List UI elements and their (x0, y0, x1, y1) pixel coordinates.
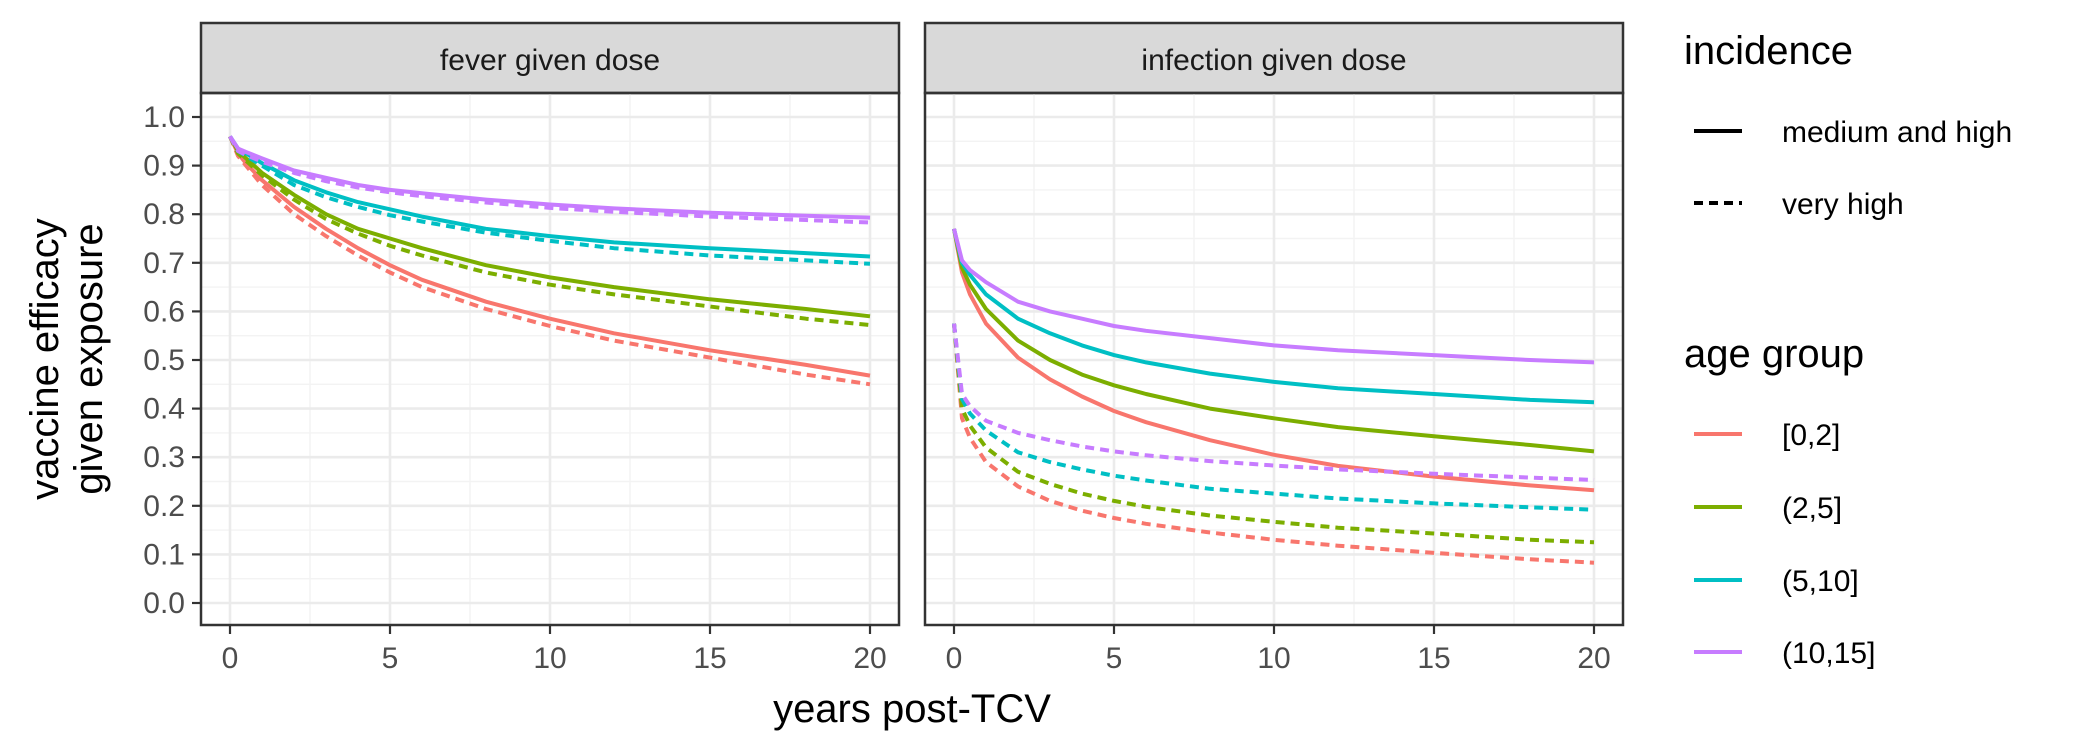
legend-title-age-group: age group (1684, 332, 1864, 376)
y-tick-label: 0.2 (143, 490, 185, 523)
gridlines (925, 93, 1623, 625)
series-line-age-5-10-very-high (952, 323, 1595, 512)
series-line-age-10-15-very-high (228, 135, 871, 225)
series-line-age-0-2-medium-and-high (228, 135, 871, 378)
series-line-age-5-10-medium-and-high (952, 228, 1595, 405)
series-line-age-0-2-very-high (228, 135, 871, 387)
x-axis: 0 5 10 15 20 (222, 625, 887, 675)
x-tick-label: 0 (222, 642, 239, 675)
x-tick-label: 10 (1257, 642, 1290, 675)
x-axis: 0 5 10 15 20 (946, 625, 1611, 675)
y-axis: 0.0 0.1 0.2 0.3 0.4 0.5 0.6 0.7 0.8 0.9 1.0 (143, 101, 201, 620)
y-tick-label: 0.7 (143, 247, 185, 280)
facet-strip-label: fever given dose (440, 44, 660, 77)
series-line-age-0-2-very-high (952, 323, 1595, 565)
y-tick-label: 0.1 (143, 538, 185, 571)
y-tick-label: 0.0 (143, 587, 185, 620)
legend-label-age-0-2: [0,2] (1782, 419, 1840, 452)
facet-strip-background (199, 21, 901, 95)
y-axis-title-line-1: vaccine efficacy (23, 218, 67, 500)
y-tick-label: 0.3 (143, 441, 185, 474)
x-tick-label: 15 (1417, 642, 1450, 675)
series-line-age-2-5-very-high (228, 135, 871, 327)
legend-label-age-2-5: (2,5] (1782, 492, 1842, 525)
legend-label-age-5-10: (5,10] (1782, 565, 1859, 598)
y-tick-label: 1.0 (143, 101, 185, 134)
x-tick-label: 5 (1106, 642, 1123, 675)
series-line-age-10-15-very-high (952, 323, 1595, 482)
series-lines (952, 228, 1595, 565)
series-lines (228, 135, 871, 387)
legend-label-medium-and-high: medium and high (1782, 116, 2012, 149)
x-tick-label: 20 (853, 642, 886, 675)
x-tick-label: 10 (533, 642, 566, 675)
x-axis-title: years post-TCV (773, 687, 1051, 731)
y-axis-title-line-2: given exposure (67, 223, 111, 494)
y-tick-label: 0.9 (143, 150, 185, 183)
series-line-age-10-15-medium-and-high (952, 228, 1595, 365)
facet-infection-given-dose: infection given dose 0 5 10 15 20 (923, 21, 1625, 675)
legend-label-very-high: very high (1782, 188, 1904, 221)
facet-strip-background (923, 21, 1625, 95)
legend: incidence medium and high very high age … (1684, 29, 2012, 670)
facet-fever-given-dose: fever given dose 0 5 10 15 20 (199, 21, 901, 675)
facet-strip-label: infection given dose (1141, 44, 1406, 77)
x-tick-label: 15 (693, 642, 726, 675)
x-tick-label: 5 (382, 642, 399, 675)
x-tick-label: 0 (946, 642, 963, 675)
series-line-age-10-15-medium-and-high (228, 135, 871, 220)
y-tick-label: 0.6 (143, 295, 185, 328)
series-line-age-2-5-very-high (952, 323, 1595, 545)
y-tick-label: 0.8 (143, 198, 185, 231)
legend-title-incidence: incidence (1684, 29, 1853, 73)
x-tick-label: 20 (1577, 642, 1610, 675)
legend-label-age-10-15: (10,15] (1782, 637, 1875, 670)
y-axis-title: vaccine efficacy given exposure (23, 218, 111, 500)
series-line-age-2-5-medium-and-high (952, 228, 1595, 454)
y-tick-label: 0.4 (143, 393, 185, 426)
y-tick-label: 0.5 (143, 344, 185, 377)
